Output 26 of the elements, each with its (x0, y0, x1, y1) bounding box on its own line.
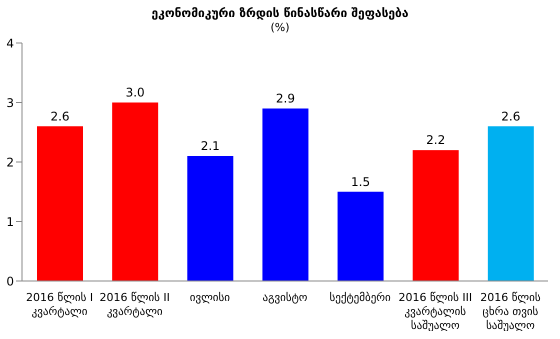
x-tick-label: 2016 წლის I კვარტალი (26, 291, 94, 318)
bar (112, 102, 158, 281)
bar (412, 150, 459, 281)
data-label: 1.5 (351, 174, 370, 189)
data-label: 2.9 (276, 91, 295, 106)
bar (37, 126, 83, 281)
chart-subtitle: (%) (269, 21, 291, 35)
x-tick-label: აგვისტო (262, 291, 308, 304)
data-label: 2.2 (426, 133, 446, 148)
bar (262, 108, 308, 281)
bar (338, 192, 384, 281)
x-tick-label: სექტემბერი (330, 291, 392, 304)
data-label: 2.6 (501, 109, 520, 124)
y-tick-label: 0 (6, 274, 14, 288)
y-tick-label: 4 (6, 36, 14, 50)
y-tick-label: 3 (6, 96, 14, 110)
data-label: 2.1 (200, 139, 220, 154)
x-tick-label: ივლისი (190, 291, 230, 304)
y-tick-label: 2 (6, 155, 14, 170)
bar (187, 156, 234, 281)
y-tick-label: 1 (6, 214, 14, 229)
data-label: 3.0 (126, 86, 145, 100)
bar (488, 126, 534, 281)
x-tick-label: 2016 წლის II კვარტალი (100, 291, 170, 318)
data-label: 2.6 (50, 109, 70, 124)
chart-title: ეკონომიკური ზრდის წინასწარი შეფასება (150, 6, 410, 21)
